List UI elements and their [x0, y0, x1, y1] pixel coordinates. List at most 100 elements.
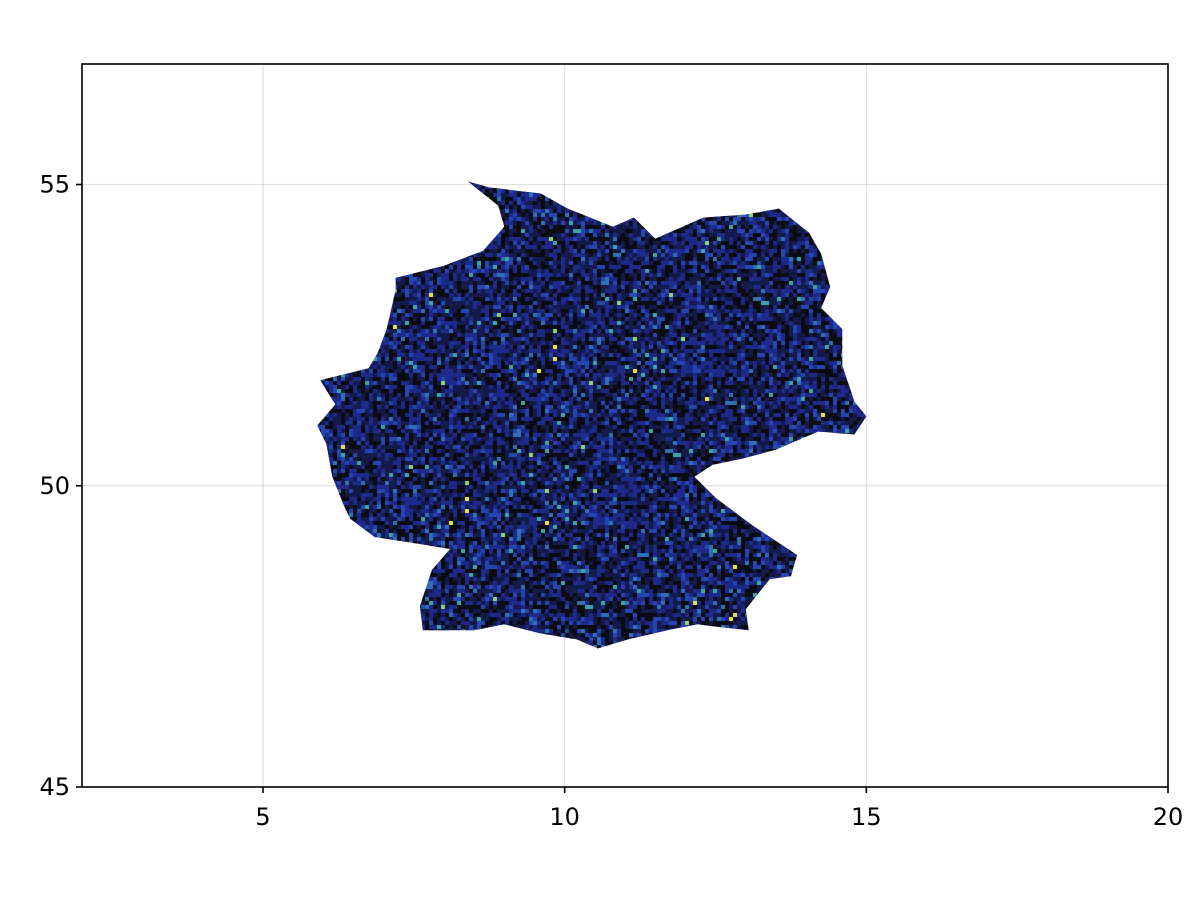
raster-cell — [613, 337, 617, 341]
raster-cell — [577, 373, 581, 377]
raster-cell — [605, 241, 609, 245]
raster-cell — [765, 261, 769, 265]
raster-cell — [705, 265, 709, 269]
raster-cell — [641, 333, 645, 337]
raster-cell — [553, 325, 557, 329]
raster-cell — [781, 353, 785, 357]
raster-cell — [569, 333, 573, 337]
raster-cell — [773, 305, 777, 309]
raster-cell — [505, 353, 509, 357]
raster-cell — [417, 361, 421, 365]
raster-cell — [501, 305, 505, 309]
raster-cell — [433, 345, 437, 349]
raster-cell — [793, 301, 797, 305]
raster-cell — [605, 297, 609, 301]
raster-cell — [477, 353, 481, 357]
raster-cell — [433, 385, 437, 389]
raster-cell — [665, 349, 669, 353]
raster-cell — [525, 265, 529, 269]
raster-cell — [577, 297, 581, 301]
raster-cell — [697, 341, 701, 345]
raster-cell — [585, 337, 589, 341]
raster-cell — [549, 365, 553, 369]
raster-cell — [657, 321, 661, 325]
raster-cell — [441, 381, 445, 385]
raster-cell — [545, 365, 549, 369]
raster-cell — [473, 257, 477, 261]
raster-cell — [493, 377, 497, 381]
raster-cell — [681, 317, 685, 321]
raster-cell — [557, 257, 561, 261]
raster-cell — [389, 377, 393, 381]
raster-cell — [821, 313, 825, 317]
raster-cell — [693, 293, 697, 297]
raster-cell — [717, 333, 721, 337]
raster-cell — [645, 313, 649, 317]
raster-cell — [381, 373, 385, 377]
raster-cell — [581, 225, 585, 229]
raster-cell — [593, 309, 597, 313]
raster-cell — [561, 341, 565, 345]
raster-cell — [537, 325, 541, 329]
raster-cell — [781, 217, 785, 221]
raster-cell — [777, 221, 781, 225]
raster-cell — [685, 381, 689, 385]
raster-cell — [689, 253, 693, 257]
raster-cell — [557, 213, 561, 217]
raster-cell — [581, 221, 585, 225]
raster-cell — [501, 245, 505, 249]
raster-cell — [661, 305, 665, 309]
raster-cell — [601, 237, 605, 241]
raster-cell — [541, 309, 545, 313]
raster-cell — [685, 321, 689, 325]
raster-cell — [641, 345, 645, 349]
raster-cell — [417, 305, 421, 309]
raster-cell — [833, 365, 837, 369]
raster-cell — [645, 361, 649, 365]
raster-cell — [757, 285, 761, 289]
raster-cell — [737, 289, 741, 293]
raster-cell — [465, 369, 469, 373]
raster-cell — [693, 265, 697, 269]
raster-cell — [393, 313, 397, 317]
raster-cell — [477, 297, 481, 301]
raster-cell — [453, 289, 457, 293]
raster-cell — [629, 309, 633, 313]
raster-cell — [501, 361, 505, 365]
raster-cell — [553, 381, 557, 385]
raster-cell — [697, 377, 701, 381]
raster-cell — [629, 337, 633, 341]
raster-cell — [685, 329, 689, 333]
raster-cell — [617, 265, 621, 269]
raster-cell — [605, 281, 609, 285]
raster-cell — [737, 277, 741, 281]
raster-cell — [585, 245, 589, 249]
raster-cell — [601, 265, 605, 269]
raster-cell — [573, 317, 577, 321]
raster-cell — [421, 289, 425, 293]
raster-cell — [713, 353, 717, 357]
raster-cell — [501, 329, 505, 333]
raster-cell — [513, 225, 517, 229]
raster-cell — [637, 281, 641, 285]
raster-cell — [589, 369, 593, 373]
raster-cell — [793, 305, 797, 309]
raster-cell — [797, 249, 801, 253]
raster-cell — [373, 377, 377, 381]
raster-cell — [537, 313, 541, 317]
raster-cell — [557, 381, 561, 385]
raster-cell — [541, 221, 545, 225]
raster-cell — [413, 373, 417, 377]
raster-cell — [797, 293, 801, 297]
raster-cell — [705, 273, 709, 277]
raster-cell — [737, 297, 741, 301]
raster-cell — [453, 273, 457, 277]
raster-cell — [745, 217, 749, 221]
raster-cell — [405, 377, 409, 381]
raster-cell — [661, 321, 665, 325]
raster-cell — [665, 365, 669, 369]
raster-cell — [549, 245, 553, 249]
raster-cell — [565, 325, 569, 329]
raster-cell — [637, 373, 641, 377]
raster-cell — [705, 321, 709, 325]
